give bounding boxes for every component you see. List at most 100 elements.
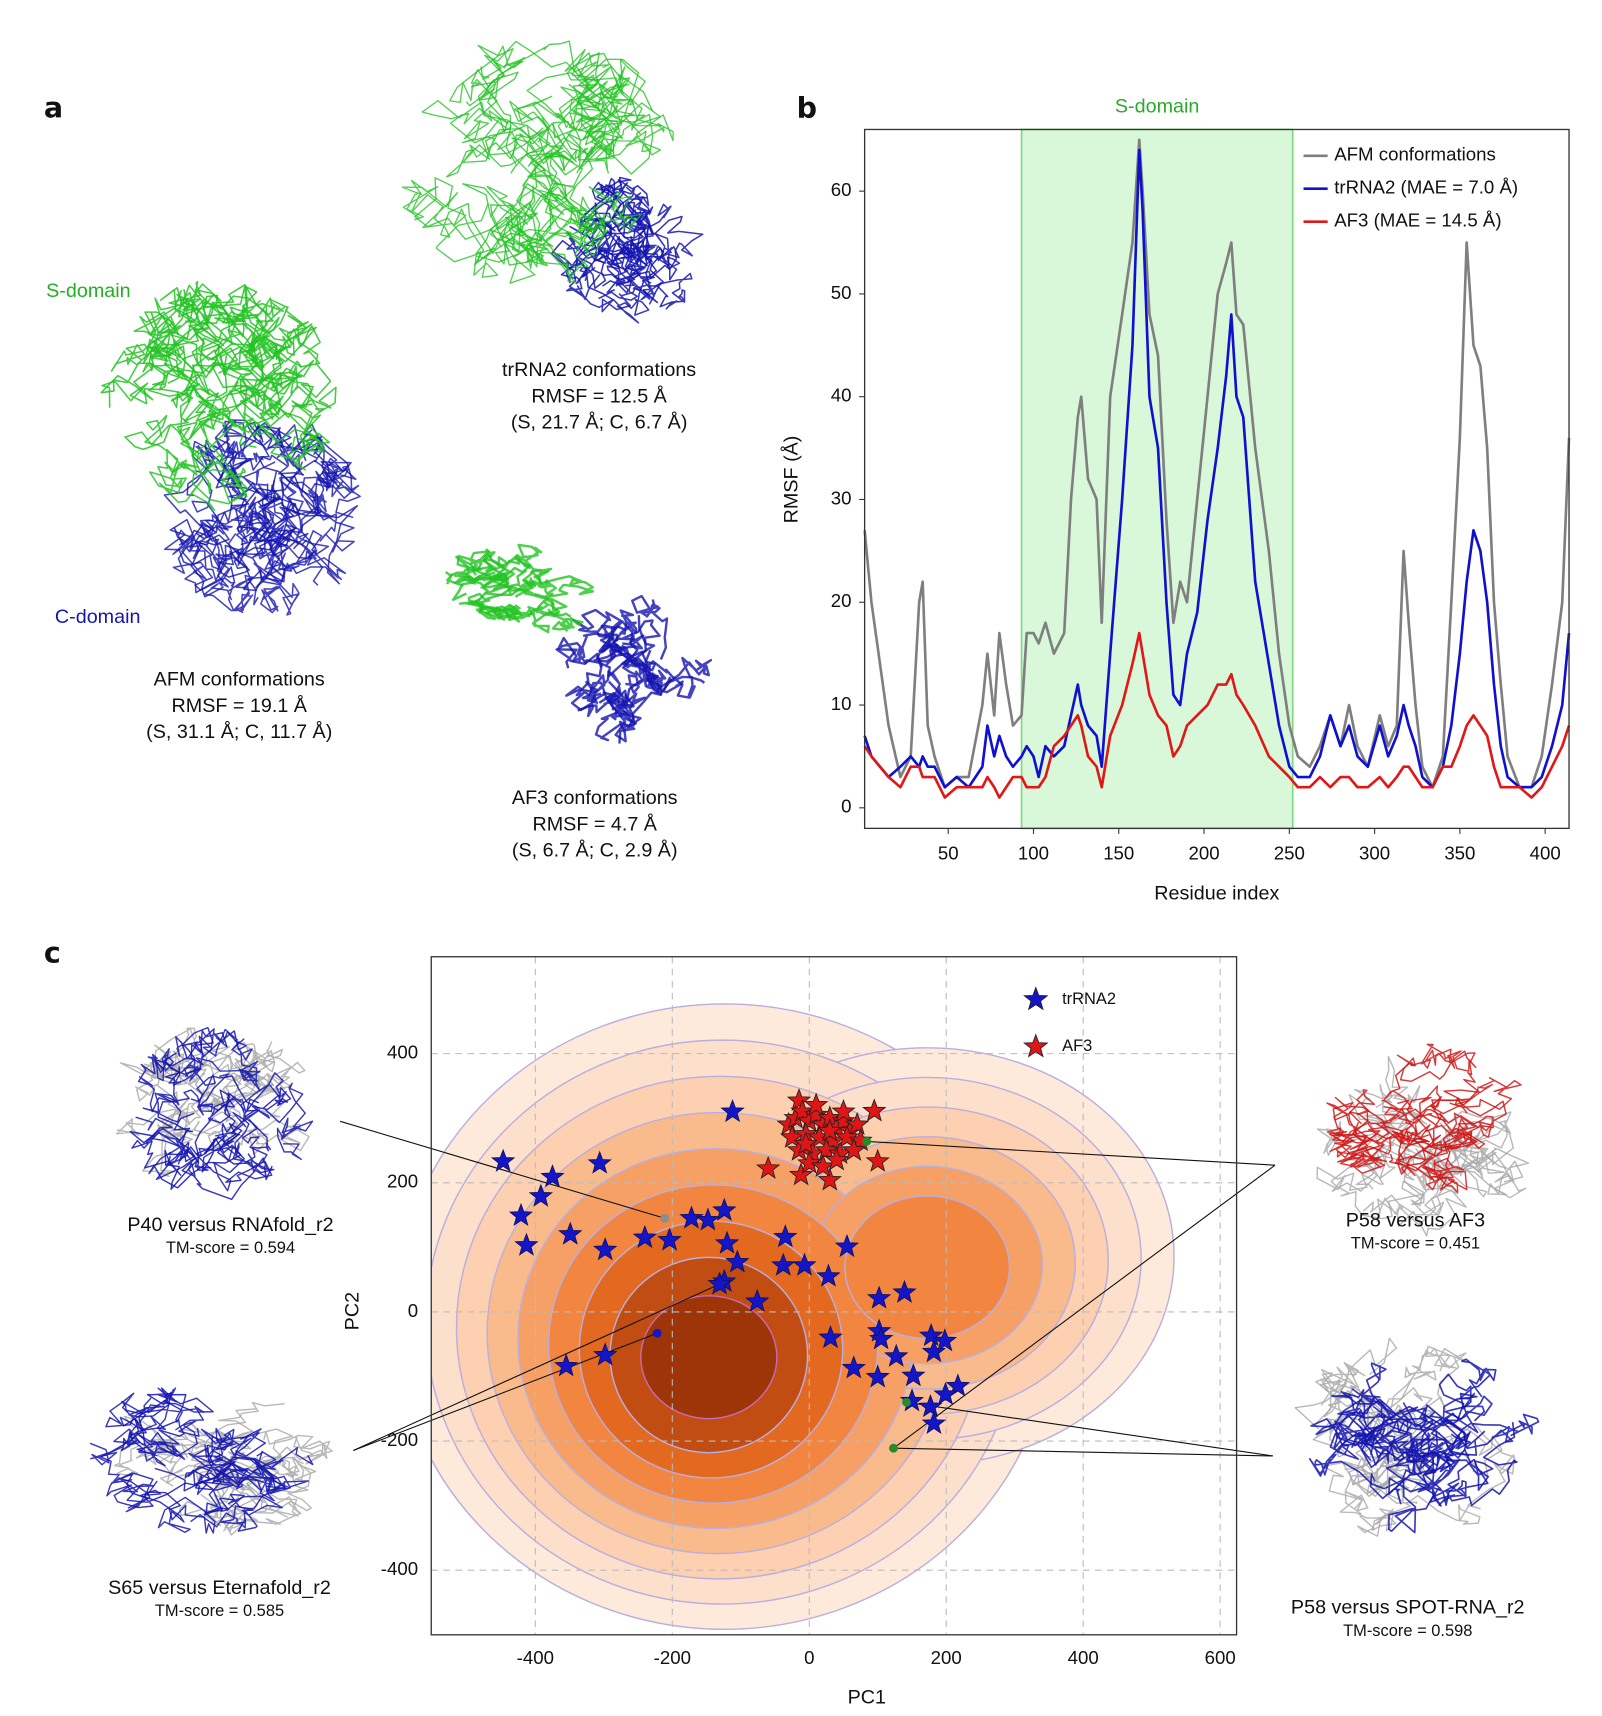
molecule-strand [1335, 1395, 1467, 1455]
scatter-point [725, 1249, 750, 1273]
line-series [863, 148, 1571, 789]
molecule-strand [565, 669, 621, 704]
molecule-strand [547, 608, 584, 632]
legend-label: trRNA2 [1062, 990, 1116, 1008]
molecule-strand [1439, 1412, 1540, 1459]
molecule-strand [584, 259, 662, 324]
x-tick-label: 50 [938, 843, 959, 864]
caption: RMSF = 19.1 Å [172, 694, 308, 717]
molecule-strand [567, 74, 674, 170]
molecule-strand [142, 1052, 234, 1163]
scatter-point [845, 1111, 870, 1135]
x-tick-label: 400 [1068, 1647, 1099, 1668]
y-axis-label: RMSF (Å) [779, 436, 802, 524]
scatter-point [773, 1224, 798, 1248]
molecule-strand [565, 274, 659, 313]
molecule-strand [173, 1065, 261, 1150]
molecule-strand [199, 494, 276, 544]
scatter-point [901, 1363, 926, 1387]
molecule-strand [154, 1028, 254, 1078]
scatter-point [817, 1167, 842, 1191]
x-tick-label: 300 [1359, 843, 1390, 864]
x-tick-label: 200 [1188, 843, 1219, 864]
scatter-point [657, 1227, 682, 1251]
molecule-strand [663, 656, 713, 691]
scatter-point [862, 1098, 887, 1122]
scatter-point [921, 1339, 947, 1363]
callout-point [889, 1443, 898, 1453]
callout-point [660, 1213, 670, 1223]
scatter-point [841, 1355, 866, 1379]
callout-point [902, 1397, 911, 1407]
caption: AFM conformations [154, 668, 325, 690]
scatter-point [714, 1230, 740, 1254]
molecule-strand [190, 1444, 283, 1532]
molecule-strand [105, 1387, 185, 1454]
molecule-strand [89, 1387, 214, 1466]
scatter-point [834, 1124, 859, 1148]
molecule-strand [557, 625, 627, 668]
molecule-strand [246, 1447, 314, 1502]
caption: trRNA2 conformations [502, 359, 696, 381]
scatter-point [540, 1164, 565, 1188]
molecule-strand [1414, 1421, 1518, 1507]
scatter-point [816, 1263, 841, 1287]
molecule-strand [203, 512, 265, 613]
molecule-strand [1362, 1154, 1478, 1237]
molecule-strand [1326, 1096, 1390, 1163]
y-tick-label: 40 [831, 385, 852, 406]
molecule-strand [467, 586, 521, 623]
callout-line [906, 1401, 1273, 1457]
molecule-strand [612, 186, 704, 279]
molecule-strand [478, 602, 534, 622]
molecule-strand [590, 237, 644, 294]
plot-frame [430, 956, 1238, 1636]
molecule-strand [1344, 1414, 1503, 1478]
callout-point [652, 1328, 662, 1338]
molecule-strand [1348, 1099, 1436, 1149]
y-tick-label: 0 [408, 1300, 418, 1321]
callout-title: P58 versus SPOT-RNA_r2 [1291, 1597, 1525, 1619]
molecule-strand [214, 1072, 292, 1174]
molecule-strand [176, 316, 283, 412]
molecule-strand [195, 1451, 277, 1493]
y-tick-label: 50 [831, 282, 852, 303]
scatter-point [793, 1131, 818, 1155]
molecule-strand [168, 283, 248, 374]
molecule-strand [100, 307, 219, 401]
scatter-point [790, 1099, 815, 1123]
scatter-point [841, 1137, 866, 1161]
molecule-strand [1368, 1345, 1467, 1417]
callout-point [715, 1279, 724, 1289]
molecule-strand [643, 245, 693, 310]
molecule-strand [564, 48, 630, 174]
scatter-point [918, 1323, 944, 1347]
callout-point [862, 1137, 872, 1146]
molecule-strand [622, 192, 654, 267]
molecule-strand [168, 1026, 216, 1103]
molecule-strand [1308, 1398, 1435, 1495]
x-tick-label: 200 [931, 1647, 962, 1668]
molecule-renders [89, 40, 1540, 1537]
molecule-strand [1331, 1394, 1423, 1505]
caption: (S, 21.7 Å; C, 6.7 Å) [511, 411, 688, 434]
callout-line [893, 1447, 1273, 1457]
scatter-point [817, 1118, 842, 1142]
molecule-strand [401, 179, 580, 255]
caption: RMSF = 4.7 Å [532, 812, 657, 835]
molecule-strand [477, 44, 577, 217]
x-tick-label: 250 [1274, 843, 1305, 864]
x-tick-label: 600 [1205, 1647, 1236, 1668]
molecule-strand [115, 1070, 232, 1136]
molecule-strand [602, 670, 644, 715]
molecule-strand [195, 1118, 273, 1183]
x-tick-label: 100 [1018, 843, 1049, 864]
molecule-strand [133, 280, 225, 347]
line-series [863, 138, 1571, 789]
molecule-strand [552, 83, 662, 175]
scatter-point [792, 1252, 817, 1276]
molecule-strand [414, 177, 576, 284]
scatter-point [814, 1137, 839, 1161]
scatter-point [892, 1279, 917, 1303]
